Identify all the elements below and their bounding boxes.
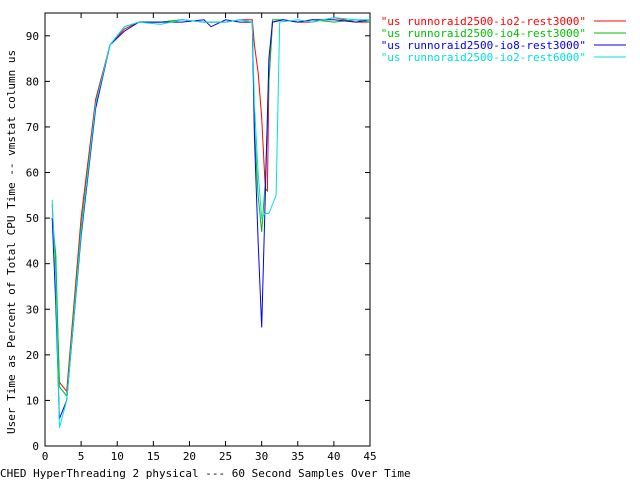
x-axis-label: CHED HyperThreading 2 physical --- 60 Se…: [0, 467, 411, 480]
legend-label-4: "us runnoraid2500-io2-rest6000": [381, 51, 586, 64]
legend: "us runnoraid2500-io2-rest3000""us runno…: [381, 15, 626, 64]
y-tick-label: 30: [26, 303, 39, 316]
y-tick-label: 90: [26, 30, 39, 43]
x-tick-label: 40: [327, 450, 340, 463]
series-line-1: [51, 17, 370, 393]
legend-label-1: "us runnoraid2500-io2-rest3000": [381, 15, 586, 28]
x-tick-label: 0: [42, 450, 49, 463]
x-tick-label: 15: [147, 450, 160, 463]
y-tick-label: 70: [26, 121, 39, 134]
axis-ticks: 0 5 10 15 20 25 30 35 40 45 0 10 20 30 40 50 60 70 80 90: [26, 13, 377, 463]
x-tick-label: 5: [78, 450, 85, 463]
y-axis-label: User Time as Percent of Total CPU Time -…: [5, 50, 18, 434]
x-tick-label: 25: [219, 450, 232, 463]
x-tick-label: 45: [363, 450, 376, 463]
legend-label-2: "us runnoraid2500-io4-rest3000": [381, 27, 586, 40]
y-tick-label: 50: [26, 212, 39, 225]
series-line-4: [51, 17, 370, 428]
x-tick-label: 30: [255, 450, 268, 463]
x-tick-label: 10: [111, 450, 124, 463]
y-tick-label: 60: [26, 167, 39, 180]
legend-label-3: "us runnoraid2500-io8-rest3000": [381, 39, 586, 52]
series-lines: [51, 17, 371, 428]
x-tick-label: 35: [291, 450, 304, 463]
y-tick-label: 20: [26, 349, 39, 362]
series-line-2: [51, 19, 371, 398]
series-line-3: [51, 19, 371, 419]
x-tick-label: 20: [183, 450, 196, 463]
plot-area: [44, 12, 371, 447]
y-tick-label: 0: [32, 440, 39, 453]
y-tick-label: 80: [26, 75, 39, 88]
y-tick-label: 10: [26, 394, 39, 407]
y-tick-label: 40: [26, 258, 39, 271]
